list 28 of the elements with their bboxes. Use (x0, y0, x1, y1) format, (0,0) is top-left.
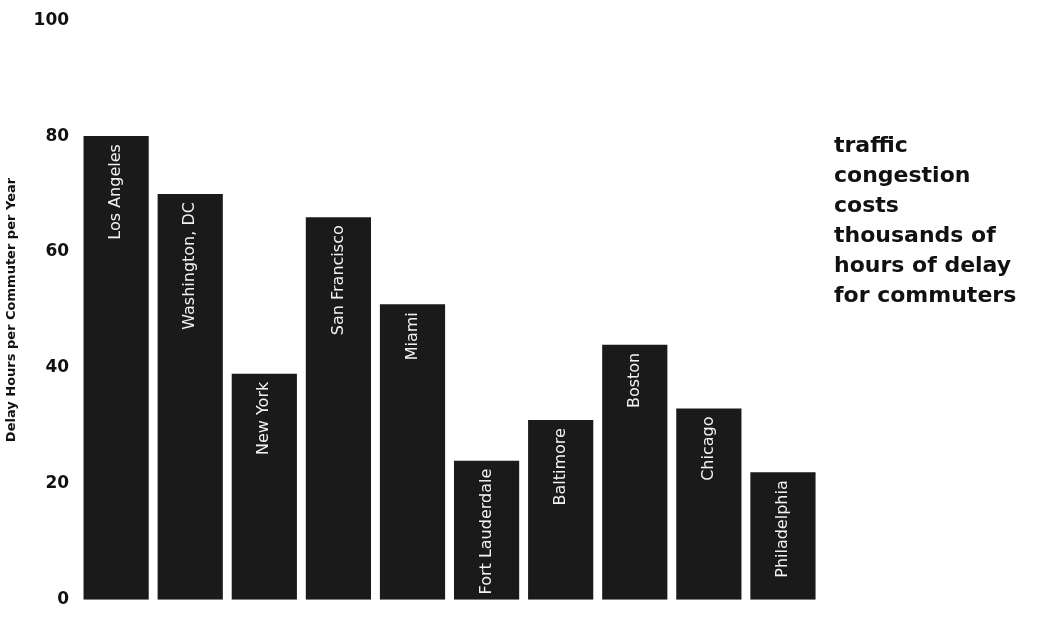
x-tick-label: Miami (401, 312, 421, 361)
y-tick-label: 20 (45, 472, 70, 493)
x-tick-label: Baltimore (549, 428, 569, 506)
bar (453, 460, 520, 600)
y-tick-label: 80 (45, 124, 70, 145)
bar (602, 344, 668, 600)
y-axis-title: Delay Hours per Commuter per Year (3, 177, 19, 443)
y-tick-label: 40 (45, 356, 70, 377)
bar (83, 136, 149, 600)
bar (379, 304, 446, 600)
x-tick-label: Chicago (698, 416, 718, 481)
y-tick-label: 100 (33, 8, 70, 29)
x-tick-label: New York (253, 381, 273, 456)
x-tick-label: Boston (623, 352, 643, 409)
bar (157, 194, 223, 600)
x-tick-label: San Francisco (327, 225, 347, 336)
x-tick-label: Philadelphia (772, 480, 792, 578)
y-tick-label: 0 (57, 588, 70, 609)
bar (676, 408, 742, 600)
bar (528, 420, 594, 600)
x-tick-label: Los Angeles (105, 144, 125, 240)
bar (231, 373, 297, 600)
y-tick-label: 60 (45, 240, 70, 261)
x-tick-label: Washington, DC (179, 202, 199, 330)
x-tick-label: Fort Lauderdale (475, 468, 495, 595)
bar (750, 472, 816, 600)
bar (305, 217, 372, 600)
text: traffic congestion costs thousands of hours of delay for commuters (834, 131, 1018, 309)
